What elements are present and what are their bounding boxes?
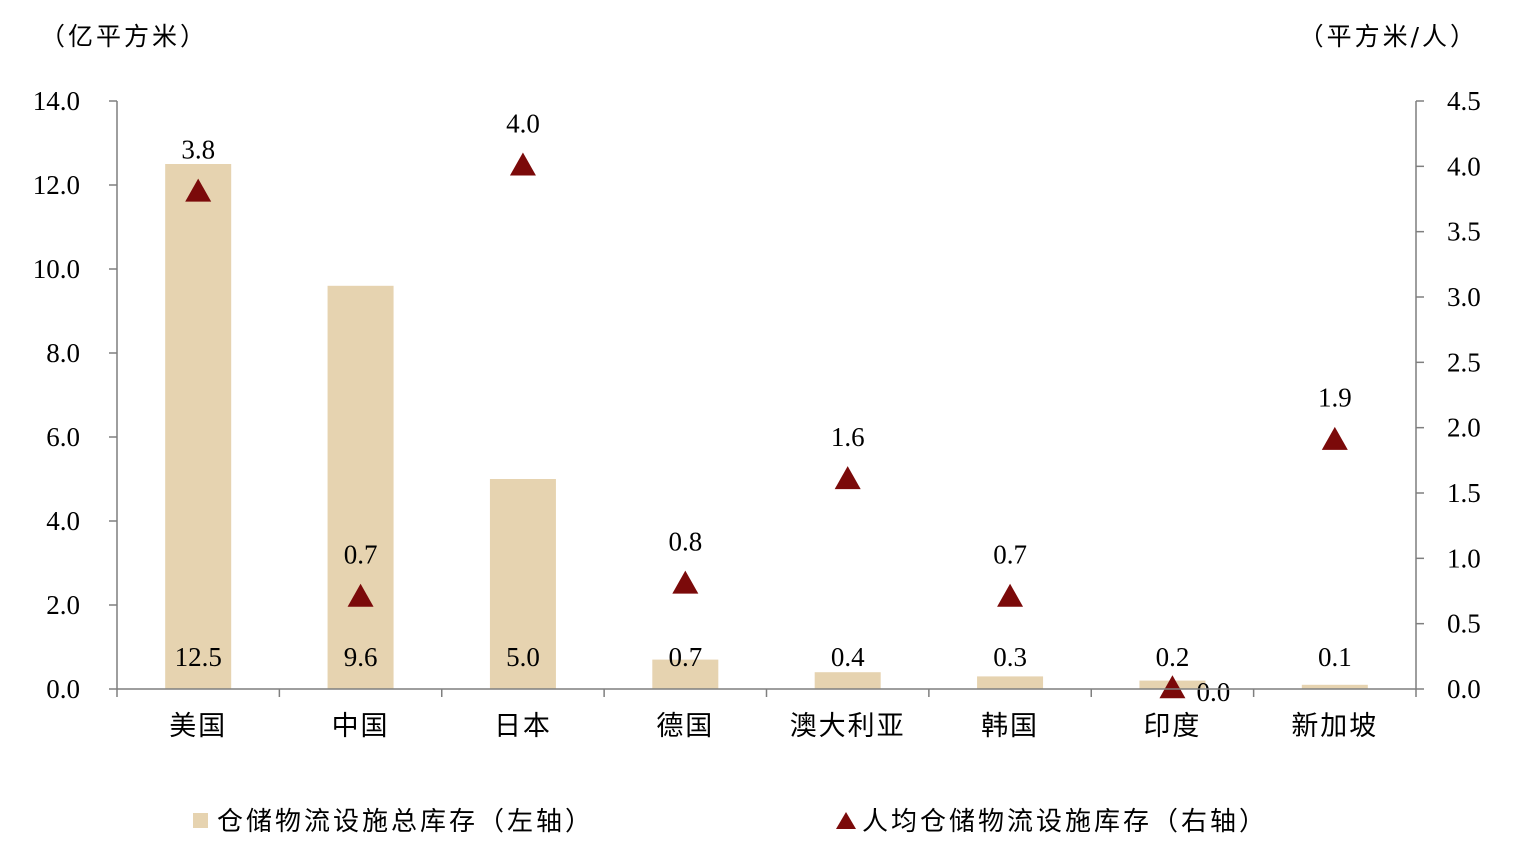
bar-value-label: 0.7 — [668, 642, 702, 672]
triangle-marker — [834, 466, 861, 490]
bar-value-label: 9.6 — [344, 642, 378, 672]
left-tick-label: 8.0 — [46, 338, 80, 368]
marker-series: 3.8 0.7 4.0 0.8 1.6 0.7 0.0 1.9 — [181, 108, 1351, 707]
triangle-marker — [347, 583, 374, 607]
legend-triangle-swatch — [836, 812, 856, 829]
left-axis-unit-label: （亿平方米） — [40, 22, 208, 51]
left-tick-label: 2.0 — [46, 590, 80, 620]
bar-value-label: 0.3 — [993, 642, 1027, 672]
legend-bar-swatch — [193, 813, 208, 828]
category-label: 德国 — [656, 711, 714, 742]
category-label: 新加坡 — [1291, 711, 1378, 742]
category-label: 印度 — [1143, 711, 1201, 742]
right-tick-label: 4.0 — [1447, 151, 1481, 181]
marker-value-label: 0.7 — [993, 540, 1027, 570]
category-label: 中国 — [332, 711, 390, 742]
triangle-marker — [672, 570, 699, 594]
category-axis: 美国 中国 日本 德国 澳大利亚 韩国 印度 新加坡 — [169, 711, 1378, 742]
right-tick-label: 2.5 — [1447, 347, 1481, 377]
marker-value-label: 0.7 — [344, 540, 378, 570]
left-tick-label: 14.0 — [33, 86, 80, 116]
category-label: 日本 — [494, 711, 552, 742]
marker-value-label: 4.0 — [506, 108, 540, 138]
bar — [489, 479, 556, 689]
marker-value-label: 3.8 — [181, 134, 215, 164]
right-tick-label: 0.0 — [1447, 674, 1481, 704]
left-tick-label: 4.0 — [46, 506, 80, 536]
bar-value-label: 0.1 — [1318, 642, 1352, 672]
marker-value-label: 1.6 — [831, 422, 865, 452]
legend-triangle-label: 人均仓储物流设施库存（右轴） — [862, 807, 1268, 837]
bar-series: 12.5 9.6 5.0 0.7 0.4 0.3 0.2 0.1 — [165, 164, 1368, 689]
bar-value-label: 5.0 — [506, 642, 540, 672]
triangle-marker — [1321, 426, 1348, 450]
right-tick-label: 3.5 — [1447, 217, 1481, 247]
right-axis-unit-label: （平方米/人） — [1299, 22, 1478, 51]
left-tick-label: 0.0 — [46, 674, 80, 704]
triangle-marker — [185, 178, 212, 202]
marker-value-label: 1.9 — [1318, 383, 1352, 413]
category-label: 韩国 — [981, 711, 1039, 742]
left-tick-label: 6.0 — [46, 422, 80, 452]
bar — [652, 659, 719, 689]
right-tick-label: 1.0 — [1447, 543, 1481, 573]
bar — [977, 676, 1044, 689]
legend: 仓储物流设施总库存（左轴） 人均仓储物流设施库存（右轴） — [193, 807, 1268, 837]
triangle-marker — [509, 152, 536, 176]
left-tick-label: 12.0 — [33, 170, 80, 200]
bar-value-label: 0.2 — [1156, 642, 1190, 672]
right-axis: 0.0 0.5 1.0 1.5 2.0 2.5 3.0 3.5 4.0 4.5 — [1416, 86, 1481, 704]
category-label: 美国 — [169, 711, 227, 742]
right-tick-label: 3.0 — [1447, 282, 1481, 312]
bar — [327, 285, 394, 689]
right-tick-label: 0.5 — [1447, 609, 1481, 639]
bar-value-label: 12.5 — [175, 642, 222, 672]
right-tick-label: 2.0 — [1447, 413, 1481, 443]
bar-value-label: 0.4 — [831, 642, 865, 672]
bar — [165, 164, 232, 689]
bar — [1301, 684, 1368, 689]
left-tick-label: 10.0 — [33, 254, 80, 284]
legend-bar-label: 仓储物流设施总库存（左轴） — [217, 807, 594, 837]
triangle-marker — [997, 583, 1024, 607]
bar — [814, 672, 881, 689]
marker-value-label: 0.0 — [1196, 677, 1230, 707]
marker-value-label: 0.8 — [668, 526, 702, 556]
triangle-marker — [1159, 675, 1186, 699]
right-tick-label: 4.5 — [1447, 86, 1481, 116]
category-label: 澳大利亚 — [790, 711, 906, 742]
right-tick-label: 1.5 — [1447, 478, 1481, 508]
left-axis: 0.0 2.0 4.0 6.0 8.0 10.0 12.0 14.0 — [33, 86, 117, 704]
